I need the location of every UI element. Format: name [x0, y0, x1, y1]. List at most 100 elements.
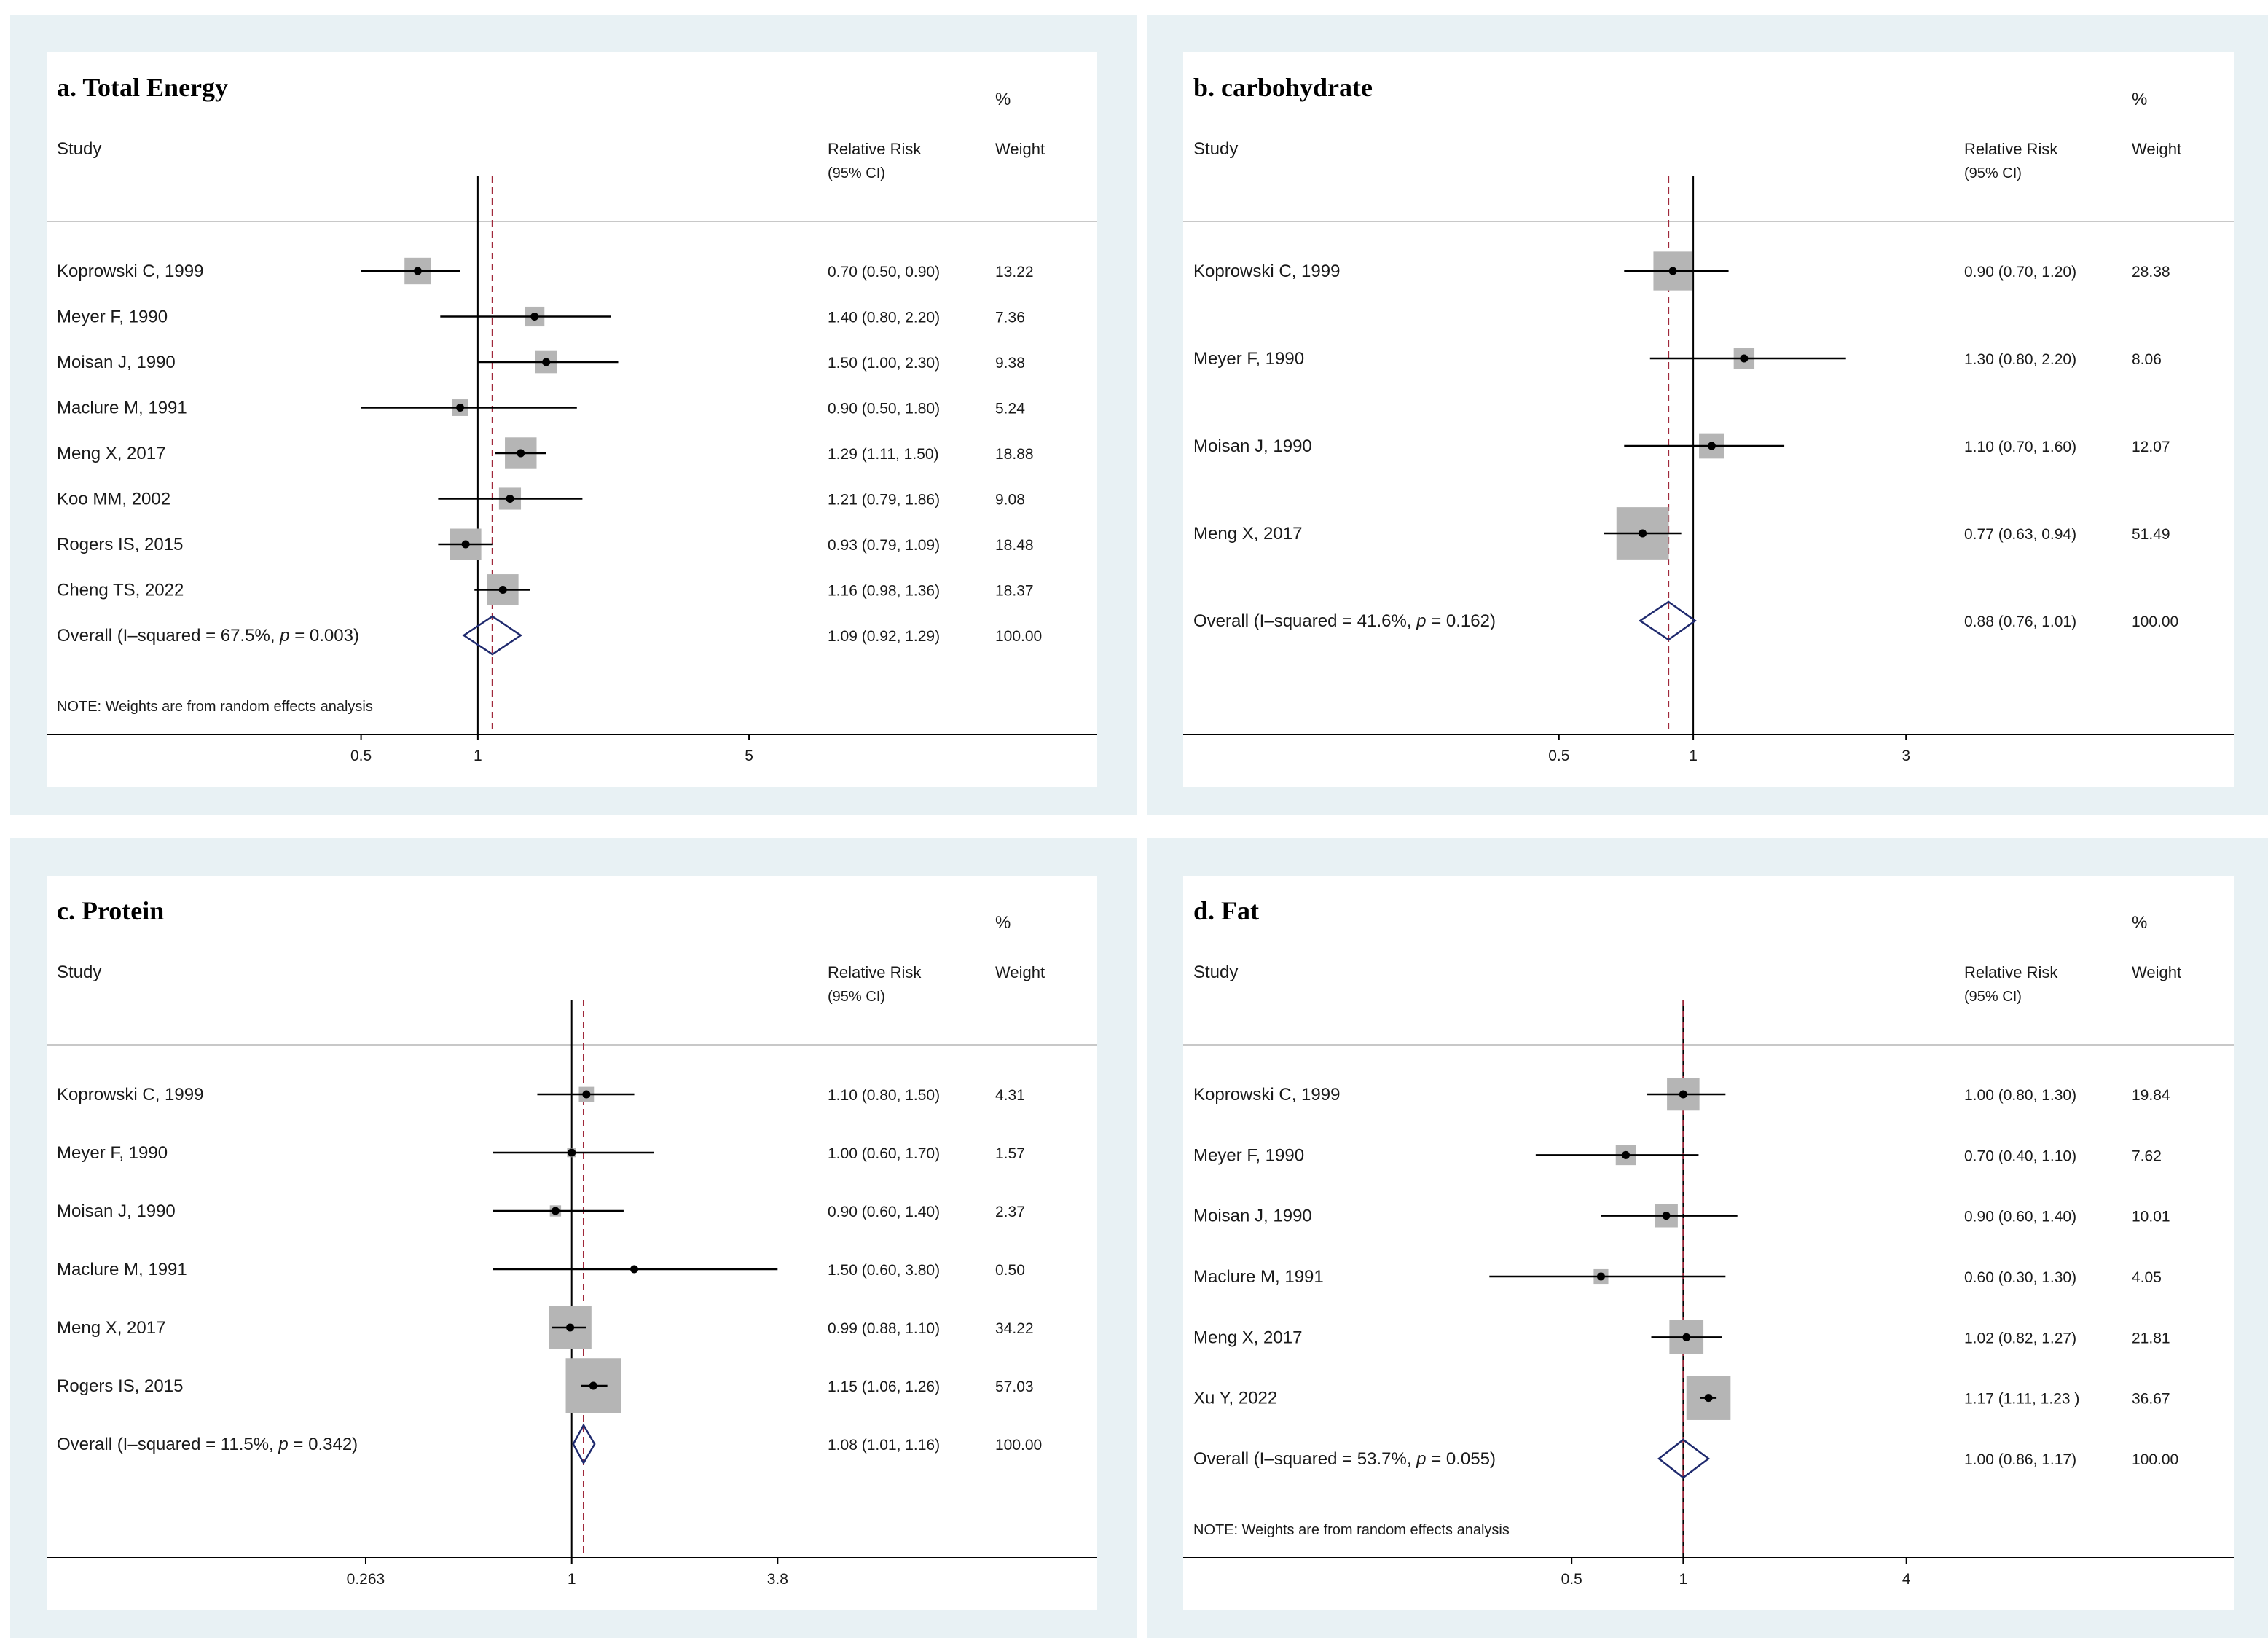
- overall-weight-value: 100.00: [2132, 613, 2178, 630]
- forest-plot-svg: c. Protein % Study Relative Risk (95% CI) Wei…: [47, 896, 1097, 1588]
- overall-rr-ci-value: 1.00 (0.86, 1.17): [1964, 1451, 2076, 1468]
- overall-label: Overall (I–squared = 11.5%, p = 0.342): [57, 1435, 358, 1454]
- point-estimate: [589, 1381, 597, 1390]
- study-label: Koo MM, 2002: [57, 490, 170, 509]
- overall-label: Overall (I–squared = 41.6%, p = 0.162): [1193, 611, 1496, 631]
- rr-ci-value: 1.16 (0.98, 1.36): [828, 583, 940, 600]
- point-estimate: [506, 495, 514, 503]
- ci-header: (95% CI): [1964, 165, 2022, 181]
- weight-header: Weight: [2132, 140, 2181, 158]
- rr-ci-value: 0.70 (0.40, 1.10): [1964, 1148, 2076, 1164]
- x-tick-label: 5: [745, 748, 753, 764]
- weight-value: 51.49: [2132, 526, 2170, 543]
- weight-pct-header: %: [995, 913, 1011, 933]
- study-label: Koprowski C, 1999: [57, 262, 203, 281]
- study-label: Rogers IS, 2015: [57, 1376, 183, 1396]
- weight-value: 13.22: [995, 264, 1034, 281]
- point-estimate: [1740, 354, 1749, 363]
- weight-value: 7.36: [995, 310, 1025, 326]
- rr-ci-value: 1.30 (0.80, 2.20): [1964, 351, 2076, 368]
- weight-value: 34.22: [995, 1320, 1034, 1337]
- weight-value: 18.37: [995, 583, 1034, 600]
- x-tick-label: 1: [1689, 748, 1698, 764]
- study-label: Meng X, 2017: [57, 1318, 165, 1338]
- point-estimate: [1704, 1394, 1713, 1403]
- rr-ci-value: 1.21 (0.79, 1.86): [828, 492, 940, 509]
- overall-diamond: [462, 615, 523, 656]
- weight-pct-header: %: [2132, 913, 2147, 933]
- study-label: Meyer F, 1990: [1193, 1145, 1304, 1165]
- ci-header: (95% CI): [828, 989, 885, 1005]
- plot-area: d. Fat% Study Relative Risk (95% CI) Weight K…: [1183, 876, 2234, 1610]
- weight-value: 4.31: [995, 1087, 1025, 1104]
- weight-value: 57.03: [995, 1379, 1034, 1395]
- weights-note: NOTE: Weights are from random effects an…: [1193, 1522, 1510, 1538]
- point-estimate: [551, 1207, 560, 1215]
- rr-ci-value: 1.17 (1.11, 1.23 ): [1964, 1391, 2079, 1408]
- weight-value: 12.07: [2132, 439, 2170, 455]
- study-label: Koprowski C, 1999: [57, 1085, 203, 1105]
- rr-header: Relative Risk: [828, 140, 922, 158]
- weight-value: 0.50: [995, 1262, 1025, 1279]
- point-estimate: [1668, 267, 1677, 275]
- weight-value: 19.84: [2132, 1087, 2170, 1104]
- panel-a-total-energy: a. Total Energy% Study Relative Risk (95% C…: [10, 15, 1137, 815]
- weight-value: 18.48: [995, 537, 1034, 554]
- study-label: Moisan J, 1990: [57, 1201, 176, 1221]
- rr-ci-value: 1.02 (0.82, 1.27): [1964, 1330, 2076, 1346]
- point-estimate: [1662, 1212, 1671, 1220]
- overall-label: Overall (I–squared = 53.7%, p = 0.055): [1193, 1449, 1496, 1469]
- study-label: Meng X, 2017: [1193, 1328, 1302, 1347]
- panel-c-protein: c. Protein% Study Relative Risk (95% CI) Wei…: [10, 838, 1137, 1638]
- panel-title: d. Fat: [1193, 896, 1259, 925]
- rr-ci-value: 0.93 (0.79, 1.09): [828, 537, 940, 554]
- ci-header: (95% CI): [1964, 989, 2022, 1005]
- study-header: Study: [57, 962, 101, 982]
- weight-value: 8.06: [2132, 351, 2162, 368]
- x-tick-label: 1: [568, 1571, 576, 1588]
- study-label: Meng X, 2017: [57, 444, 165, 463]
- study-label: Meyer F, 1990: [57, 307, 168, 327]
- rr-ci-value: 0.77 (0.63, 0.94): [1964, 526, 2076, 543]
- study-label: Maclure M, 1991: [57, 1260, 187, 1279]
- study-label: Meyer F, 1990: [57, 1143, 168, 1163]
- x-tick-label: 1: [474, 748, 482, 764]
- weight-value: 28.38: [2132, 264, 2170, 281]
- weight-header: Weight: [995, 140, 1045, 158]
- x-tick-label: 4: [1902, 1571, 1911, 1588]
- rr-ci-value: 0.99 (0.88, 1.10): [828, 1320, 940, 1337]
- study-label: Meng X, 2017: [1193, 524, 1302, 544]
- rr-ci-value: 1.15 (1.06, 1.26): [828, 1379, 940, 1395]
- study-label: Cheng TS, 2022: [57, 581, 184, 600]
- overall-diamond: [1638, 600, 1697, 641]
- point-estimate: [1639, 529, 1647, 538]
- plot-area: a. Total Energy% Study Relative Risk (95% C…: [47, 52, 1097, 787]
- x-tick-label: 3.8: [767, 1571, 788, 1588]
- weight-value: 9.08: [995, 492, 1025, 509]
- weight-value: 7.62: [2132, 1148, 2162, 1164]
- rr-ci-value: 0.90 (0.70, 1.20): [1964, 264, 2076, 281]
- weight-value: 9.38: [995, 355, 1025, 372]
- rr-ci-value: 0.90 (0.50, 1.80): [828, 401, 940, 417]
- overall-diamond: [572, 1423, 596, 1465]
- study-label: Koprowski C, 1999: [1193, 1085, 1340, 1105]
- overall-label: Overall (I–squared = 67.5%, p = 0.003): [57, 626, 359, 646]
- rr-ci-value: 0.90 (0.60, 1.40): [1964, 1209, 2076, 1226]
- point-estimate: [566, 1323, 575, 1332]
- weight-value: 2.37: [995, 1204, 1025, 1220]
- study-label: Moisan J, 1990: [1193, 436, 1312, 456]
- overall-rr-ci-value: 1.09 (0.92, 1.29): [828, 628, 940, 645]
- rr-ci-value: 1.50 (1.00, 2.30): [828, 355, 940, 372]
- point-estimate: [568, 1148, 576, 1157]
- weight-value: 1.57: [995, 1145, 1025, 1162]
- panel-title: c. Protein: [57, 896, 164, 925]
- weight-value: 36.67: [2132, 1391, 2170, 1408]
- weight-value: 21.81: [2132, 1330, 2170, 1346]
- rr-ci-value: 1.00 (0.60, 1.70): [828, 1145, 940, 1162]
- rr-header: Relative Risk: [828, 963, 922, 981]
- study-label: Rogers IS, 2015: [57, 535, 183, 554]
- point-estimate: [1682, 1333, 1691, 1341]
- x-tick-label: 3: [1902, 748, 1910, 764]
- rr-ci-value: 0.70 (0.50, 0.90): [828, 264, 940, 281]
